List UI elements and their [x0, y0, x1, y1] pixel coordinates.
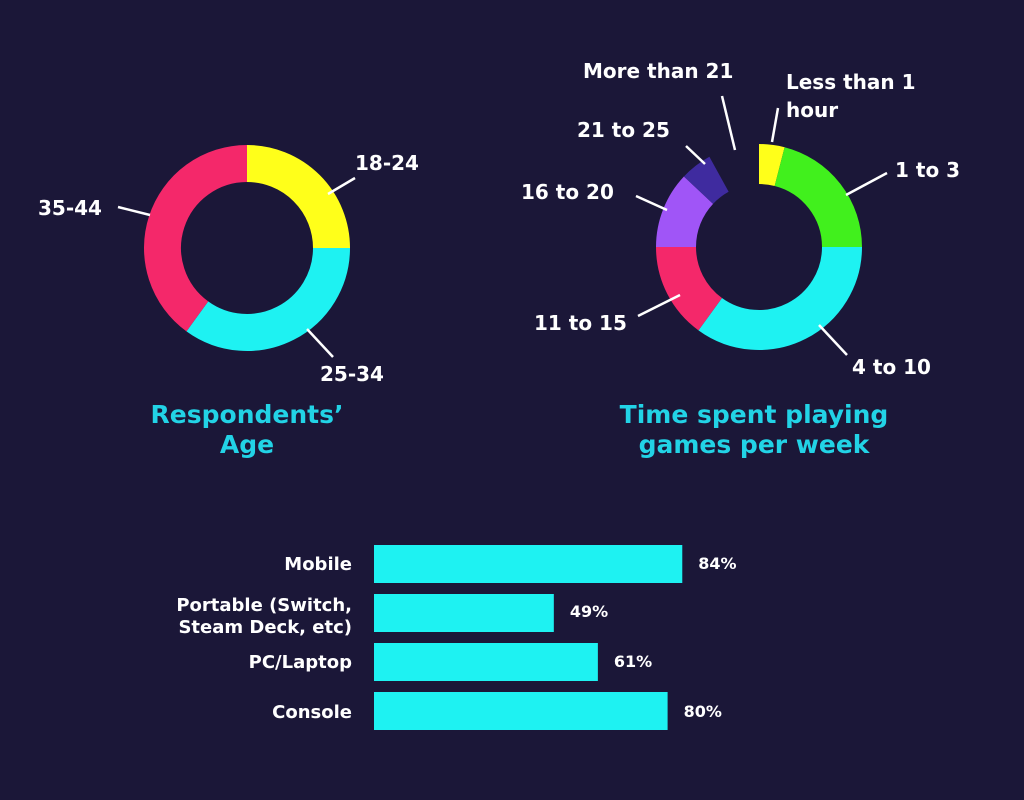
time-chart-title-line-1: Time spent playing — [620, 400, 889, 429]
bar-value-label-console: 80% — [684, 702, 722, 721]
time-leader-less-than-1 — [770, 107, 780, 143]
time-leader-more-than-21 — [720, 95, 737, 151]
time-slice-label-more-than-21: More than 21 — [583, 59, 733, 83]
bar-pc-laptop — [374, 643, 598, 681]
time-leader-21-to-25 — [685, 145, 706, 165]
time-slice-1-to-3 — [773, 147, 862, 248]
time-slice-label-16-to-20: 16 to 20 — [521, 180, 614, 204]
platform-bar-chart — [374, 545, 683, 730]
age-chart-title-line-1: Respondents’ — [151, 400, 344, 429]
time-donut-chart — [656, 144, 862, 350]
age-slice-label-35-44: 35-44 — [38, 196, 102, 220]
age-leader-18-24 — [327, 176, 356, 196]
time-slice-label-21-to-25: 21 to 25 — [577, 118, 670, 142]
time-leader-16-to-20 — [635, 194, 668, 212]
age-chart-title-line-2: Age — [220, 430, 274, 459]
time-leader-11-to-15 — [637, 293, 681, 318]
time-slice-11-to-15 — [656, 246, 723, 331]
bar-category-label-portable-line-2: Steam Deck, etc) — [178, 617, 352, 638]
time-slice-label-1-to-3: 1 to 3 — [895, 158, 960, 182]
age-slice-18-24 — [246, 145, 350, 249]
age-donut-chart — [144, 145, 350, 351]
age-slice-label-25-34: 25-34 — [320, 362, 384, 386]
bar-console — [374, 692, 668, 730]
age-slice-35-44 — [144, 145, 248, 332]
time-slice-label-4-to-10: 4 to 10 — [852, 355, 931, 379]
bar-value-label-mobile: 84% — [698, 554, 736, 573]
age-slice-25-34 — [186, 247, 350, 351]
bar-mobile — [374, 545, 683, 583]
time-slice-21-to-25 — [683, 156, 730, 205]
bar-portable-switch-steam-deck-etc — [374, 594, 554, 632]
age-slice-label-18-24: 18-24 — [355, 151, 419, 175]
time-chart-title-line-2: games per week — [639, 430, 871, 459]
age-leader-35-44 — [117, 205, 151, 217]
bar-category-label-console: Console — [272, 702, 352, 723]
bar-value-label-pc-laptop: 61% — [614, 652, 652, 671]
time-slice-label-less-than-1-line-1: Less than 1 — [786, 70, 916, 94]
bar-category-label-portable-line-1: Portable (Switch, — [176, 595, 352, 616]
time-leader-4-to-10 — [818, 324, 848, 356]
bar-category-label-mobile: Mobile — [284, 554, 352, 575]
time-leader-1-to-3 — [845, 171, 888, 197]
time-slice-label-less-than-1-line-2: hour — [786, 98, 838, 122]
time-slice-4-to-10 — [698, 246, 862, 350]
time-slice-less-than-1-hour — [758, 144, 785, 187]
bar-value-label-portable: 49% — [570, 602, 608, 621]
time-slice-label-11-to-15: 11 to 15 — [534, 311, 627, 335]
time-slice-16-to-20 — [656, 176, 714, 248]
age-leader-25-34 — [306, 328, 334, 358]
bar-category-label-pc-laptop: PC/Laptop — [249, 652, 352, 673]
